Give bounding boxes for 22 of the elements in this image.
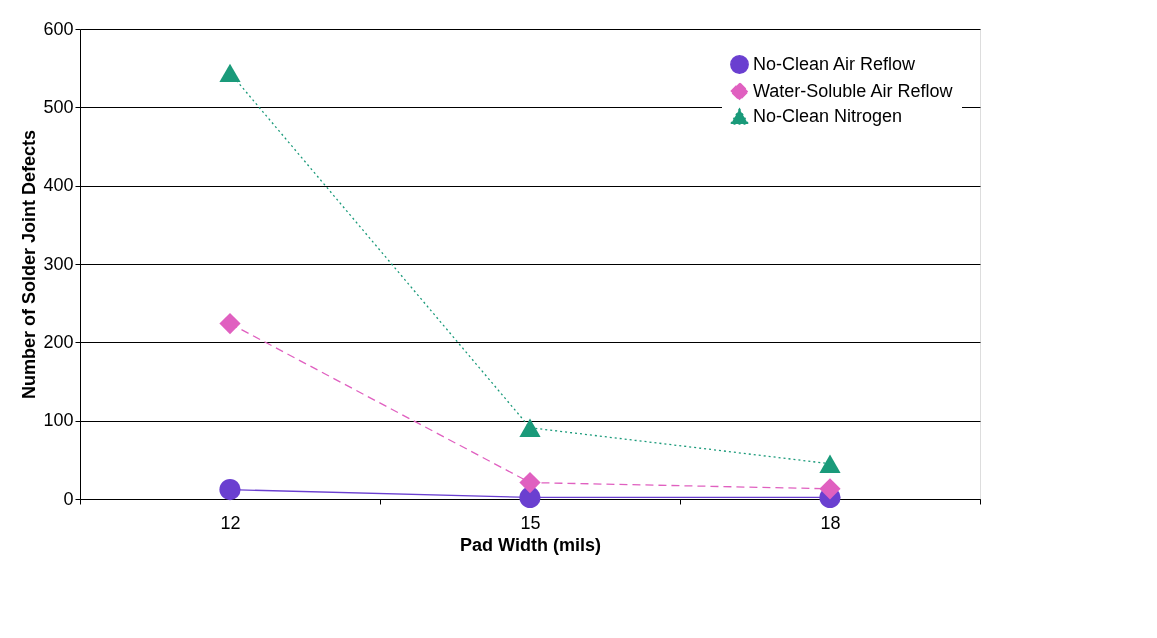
point [519,418,541,437]
point [219,312,241,335]
y-tick-label: 300 [43,253,74,274]
x-tick-label: 12 [220,512,241,533]
y-tick-label: 100 [43,410,74,431]
x-axis-title: Pad Width (mils) [460,534,601,555]
legend-label: No-Clean Air Reflow [753,53,917,74]
legend-label: No-Clean Nitrogen [753,105,903,126]
point [519,471,541,494]
y-tick-label: 0 [63,488,74,509]
point [819,454,841,473]
y-tick-label: 600 [43,18,74,39]
legend-label: Water-Soluble Air Reflow [753,80,954,101]
y-tick-label: 500 [43,96,74,117]
y-tick-label: 400 [43,175,74,196]
y-axis-title: Number of Solder Joint Defects [19,129,40,400]
point [219,479,241,501]
y-tick-label: 200 [43,331,74,352]
x-tick-label: 18 [820,512,841,533]
point [219,63,241,83]
x-tick-label: 15 [520,512,541,533]
point [819,478,841,500]
